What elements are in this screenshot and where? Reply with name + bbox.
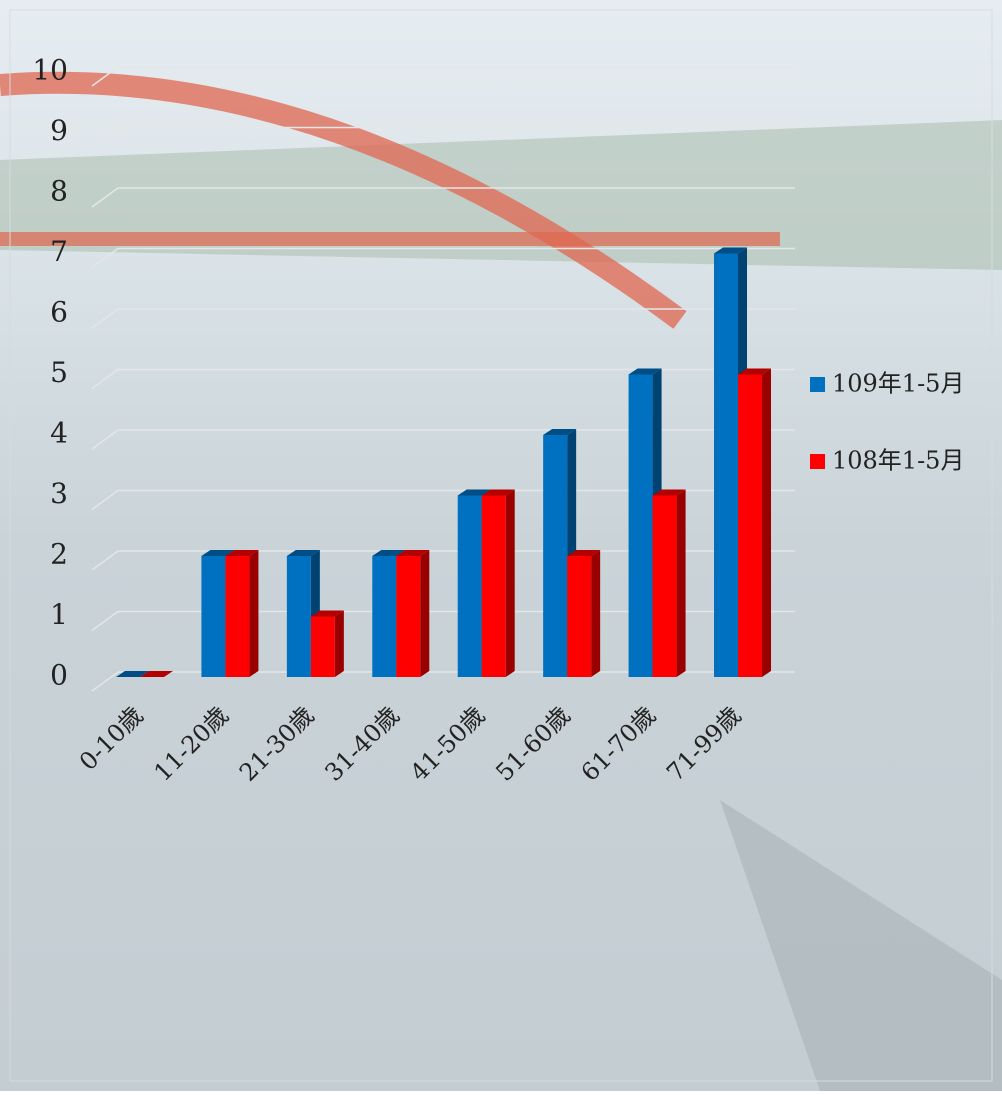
bar-top (201, 550, 235, 556)
grid-line (91, 247, 795, 269)
bar-top (567, 550, 601, 556)
bar-top (116, 671, 149, 677)
bar-top (543, 429, 577, 435)
bar-top (457, 489, 491, 496)
y-tick-label: 6 (50, 296, 68, 329)
legend-label: 108年1-5月 (832, 447, 964, 475)
bar-top (652, 489, 686, 496)
bar (543, 435, 568, 677)
bar-side (420, 550, 430, 677)
bar (396, 556, 421, 677)
grid-line (91, 187, 795, 208)
y-tick-label: 4 (50, 417, 68, 450)
bar (652, 495, 677, 677)
bar (567, 556, 592, 677)
bar (714, 253, 739, 677)
bar-top (714, 247, 748, 254)
bar-top (738, 368, 772, 375)
bar (481, 495, 506, 677)
bar (372, 556, 397, 677)
legend-label: 109年1-5月 (832, 370, 964, 398)
y-tick-label: 3 (50, 477, 68, 510)
bar (738, 374, 763, 677)
y-tick-label: 5 (50, 356, 68, 389)
grid-line (91, 126, 795, 148)
grid-line (91, 368, 795, 390)
bar-side (676, 489, 686, 677)
y-tick-label: 8 (50, 175, 68, 208)
bar-top (310, 610, 344, 617)
bar-top (372, 550, 406, 556)
bar-top (396, 550, 430, 556)
bar (225, 556, 250, 677)
grid-line (91, 308, 795, 329)
bar-side (334, 610, 344, 677)
y-tick-label: 1 (50, 598, 68, 631)
y-tick-label: 9 (50, 114, 68, 147)
bar-side (505, 489, 515, 677)
legend-swatch (810, 454, 825, 469)
bar (201, 556, 226, 677)
y-tick-label: 0 (50, 659, 68, 692)
bar-side (591, 550, 601, 677)
bar (628, 374, 653, 677)
bar-top (286, 550, 320, 556)
bar-top (140, 671, 173, 677)
bar-side (762, 368, 772, 677)
y-tick-label: 10 (32, 54, 68, 87)
bar-top (481, 489, 515, 496)
y-tick-label: 7 (50, 235, 68, 268)
bar-side (249, 550, 259, 677)
chart-border (9, 9, 993, 1082)
legend-swatch (810, 377, 825, 392)
grid-line (91, 66, 795, 87)
bar-top (225, 550, 259, 556)
bar-top (628, 368, 662, 375)
y-tick-label: 2 (50, 538, 68, 571)
bar (310, 616, 335, 677)
bar (286, 556, 311, 677)
background-bridge-deck (0, 232, 780, 246)
background-wake (720, 800, 1002, 1091)
bar (457, 495, 482, 677)
